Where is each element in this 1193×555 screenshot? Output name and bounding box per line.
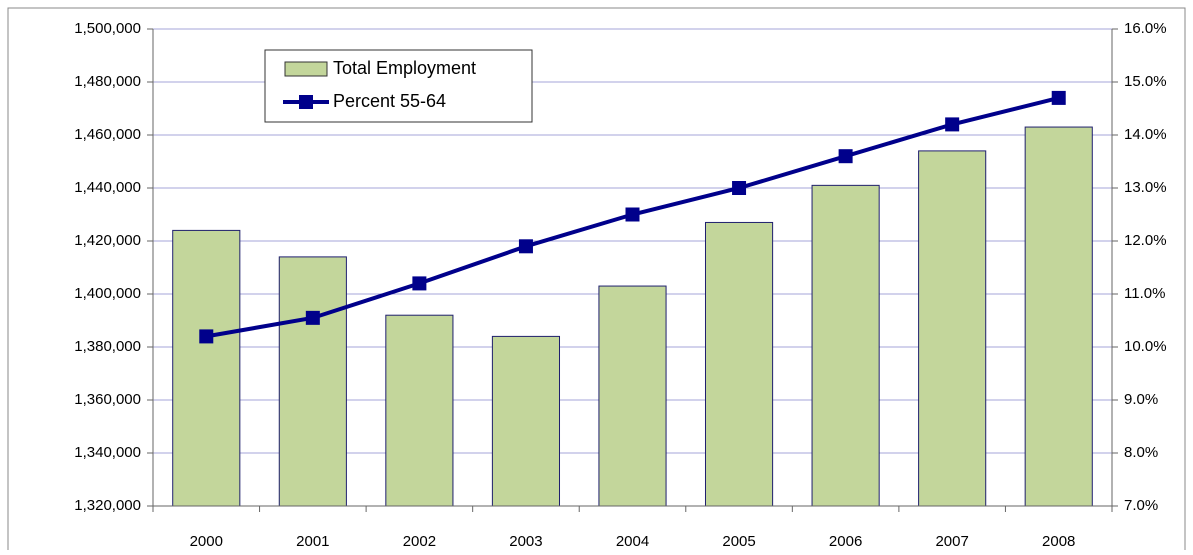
y-tick-label: 1,400,000: [74, 285, 141, 302]
y2-tick-label: 7.0%: [1124, 497, 1158, 514]
x-tick-label: 2007: [935, 533, 968, 550]
x-tick-label: 2002: [403, 533, 436, 550]
bar: [491, 335, 561, 507]
bar: [598, 285, 667, 507]
y-tick-label: 1,500,000: [74, 20, 141, 37]
y2-tick-label: 8.0%: [1124, 444, 1158, 461]
x-tick-label: 2001: [296, 533, 329, 550]
chart-border: [7, 7, 1186, 555]
marker: [199, 329, 214, 344]
legend-label: Percent 55-64: [333, 91, 446, 111]
y-tick-label: 1,460,000: [74, 126, 141, 143]
legend-swatch: [284, 61, 328, 77]
y-tick-label: 1,380,000: [74, 338, 141, 355]
x-tick-label: 2004: [616, 533, 649, 550]
y2-tick-label: 9.0%: [1124, 391, 1158, 408]
marker: [412, 276, 427, 291]
legend-swatch: [299, 95, 313, 109]
y-tick-label: 1,320,000: [74, 497, 141, 514]
y-tick-label: 1,440,000: [74, 179, 141, 196]
bar: [704, 221, 774, 507]
marker: [518, 239, 533, 254]
y2-tick-label: 13.0%: [1124, 179, 1167, 196]
x-tick-label: 2003: [509, 533, 542, 550]
y2-tick-label: 14.0%: [1124, 126, 1167, 143]
bar: [278, 256, 347, 507]
bar: [1024, 126, 1093, 507]
marker: [305, 310, 320, 325]
x-tick-label: 2000: [190, 533, 223, 550]
legend-label: Total Employment: [333, 58, 476, 78]
y2-tick-label: 11.0%: [1124, 285, 1165, 302]
y2-tick-label: 15.0%: [1124, 73, 1167, 90]
x-tick-label: 2008: [1042, 533, 1075, 550]
y-tick-label: 1,340,000: [74, 444, 141, 461]
bar: [172, 229, 241, 507]
x-tick-label: 2005: [722, 533, 755, 550]
y-tick-label: 1,420,000: [74, 232, 141, 249]
y2-tick-label: 16.0%: [1124, 20, 1167, 37]
y2-tick-label: 10.0%: [1124, 338, 1167, 355]
bar: [385, 314, 454, 507]
marker: [945, 117, 960, 132]
bar: [811, 184, 880, 507]
marker: [732, 181, 747, 195]
y2-tick-label: 12.0%: [1124, 232, 1167, 249]
marker: [1051, 90, 1066, 105]
marker: [625, 207, 640, 222]
y-tick-label: 1,360,000: [74, 391, 141, 408]
y-tick-label: 1,480,000: [74, 73, 141, 90]
marker: [838, 149, 853, 164]
bar: [918, 150, 987, 507]
x-tick-label: 2006: [829, 533, 862, 550]
